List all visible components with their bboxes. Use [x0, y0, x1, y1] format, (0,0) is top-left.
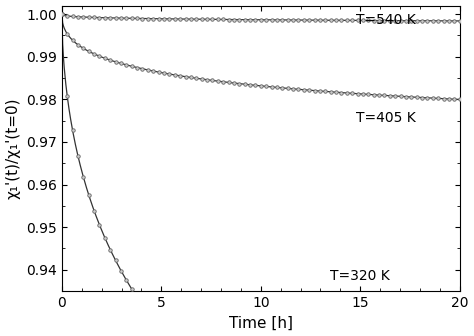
Y-axis label: χ₁'(t)/χ₁'(t=0): χ₁'(t)/χ₁'(t=0) — [6, 97, 20, 199]
Text: T=405 K: T=405 K — [356, 112, 416, 125]
Text: T=540 K: T=540 K — [356, 13, 416, 28]
X-axis label: Time [h]: Time [h] — [229, 316, 293, 330]
Text: T=320 K: T=320 K — [330, 269, 390, 283]
